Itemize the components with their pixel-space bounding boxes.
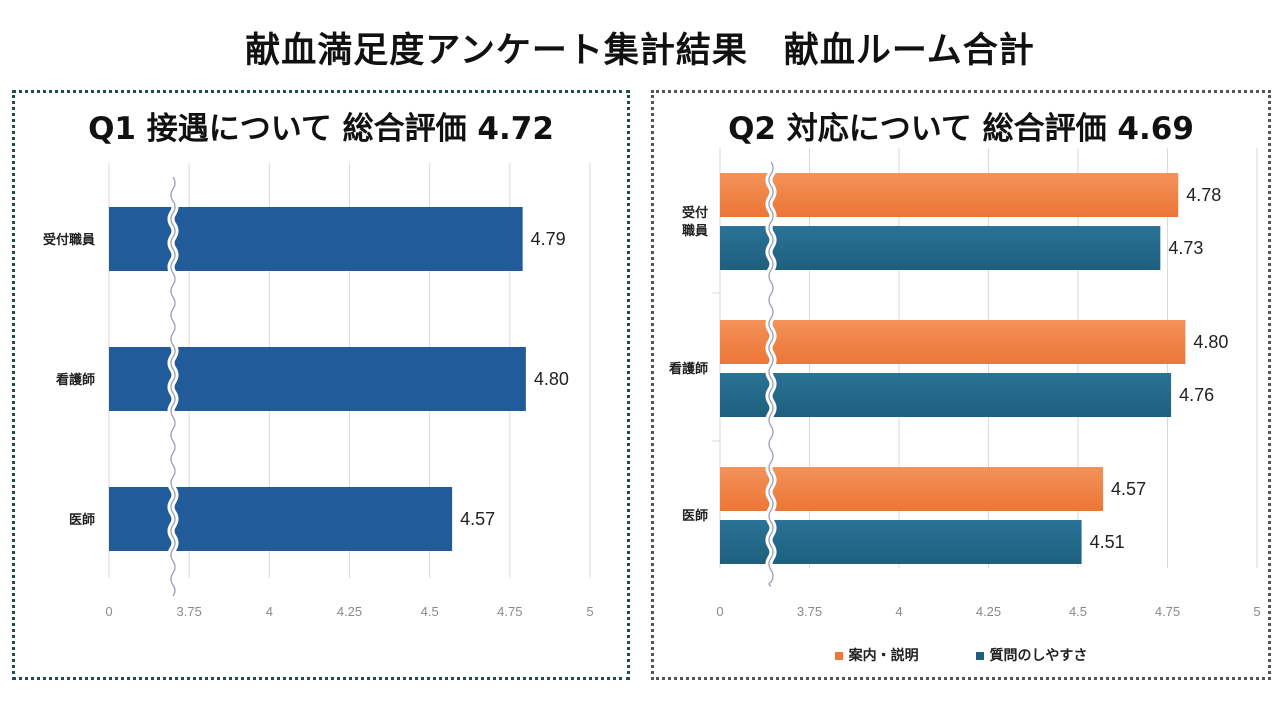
x-tick-label: 4 xyxy=(895,604,902,619)
bar-1-0 xyxy=(720,320,1186,364)
category-label: 受付職員 xyxy=(43,232,95,248)
category-label-line: 医師 xyxy=(69,512,95,528)
category-label-line: 看護師 xyxy=(669,361,708,377)
x-tick-label: 4.25 xyxy=(976,604,1001,619)
axis-break-line xyxy=(768,161,774,587)
value-label: 4.76 xyxy=(1179,385,1214,405)
category-label: 看護師 xyxy=(669,361,708,377)
q2-panel: Q2 対応について 総合評価 4.69 0 3.75 4 4.25 4.5 4.75 5 4.… xyxy=(651,90,1271,680)
category-label-line: 受付職員 xyxy=(43,232,95,248)
x-tick-label: 3.75 xyxy=(797,604,822,619)
x-tick-label: 4.75 xyxy=(1155,604,1180,619)
legend-swatch-teal xyxy=(975,652,984,660)
x-tick-label: 5 xyxy=(586,604,593,619)
value-label: 4.57 xyxy=(460,509,495,529)
x-tick-label: 5 xyxy=(1253,604,1260,619)
legend-label-guidance: 案内・説明 xyxy=(848,648,919,664)
value-label: 4.80 xyxy=(1193,332,1228,352)
value-label: 4.73 xyxy=(1168,238,1203,258)
x-tick-label: 4.5 xyxy=(421,604,439,619)
bar-0-0 xyxy=(720,173,1179,217)
value-label: 4.51 xyxy=(1090,532,1125,552)
bar-2-1 xyxy=(720,520,1082,564)
x-tick-label: 4.25 xyxy=(337,604,362,619)
category-label: 看護師 xyxy=(56,372,95,388)
bar-0-0 xyxy=(109,207,523,271)
x-tick-label: 0 xyxy=(105,604,112,619)
value-label: 4.80 xyxy=(534,369,569,389)
value-label: 4.78 xyxy=(1186,185,1221,205)
legend-swatch-orange xyxy=(834,652,843,660)
category-label-line: 看護師 xyxy=(56,372,95,388)
legend-label-questions: 質問のしやすさ xyxy=(989,648,1088,664)
category-label-line: 医師 xyxy=(682,508,708,524)
bar-2-0 xyxy=(720,467,1104,511)
category-label: 受付職員 xyxy=(682,205,708,239)
bar-2-0 xyxy=(109,487,453,551)
main-title: 献血満足度アンケート集計結果 献血ルーム合計 xyxy=(245,31,1035,71)
x-tick-label: 3.75 xyxy=(177,604,202,619)
x-tick-label: 0 xyxy=(716,604,723,619)
x-tick-label: 4.5 xyxy=(1069,604,1087,619)
x-tick-label: 4.75 xyxy=(497,604,522,619)
bar-0-1 xyxy=(720,226,1161,270)
q1-chart-title: Q1 接遇について 総合評価 4.72 xyxy=(88,111,554,147)
legend-item-questions: 質問のしやすさ xyxy=(975,645,1088,665)
category-label: 医師 xyxy=(69,512,95,528)
value-label: 4.57 xyxy=(1111,479,1146,499)
axis-break-line xyxy=(170,176,176,597)
q2-legend: 案内・説明 質問のしやすさ xyxy=(654,645,1268,665)
category-label-line: 職員 xyxy=(682,223,708,239)
legend-item-guidance: 案内・説明 xyxy=(834,645,919,665)
q1-panel: Q1 接遇について 総合評価 4.72 0 3.75 4 4.25 4.5 4.75 5 4.… xyxy=(12,90,630,680)
category-label: 医師 xyxy=(682,508,708,524)
value-label: 4.79 xyxy=(531,229,566,249)
q2-chart: 0 3.75 4 4.25 4.5 4.75 5 4.78 4.80 4.57 4.73 4.76 4.… xyxy=(669,148,1261,619)
bar-1-1 xyxy=(720,373,1172,417)
x-tick-label: 4 xyxy=(266,604,273,619)
q2-chart-title: Q2 対応について 総合評価 4.69 xyxy=(728,111,1194,147)
category-label-line: 受付 xyxy=(682,205,708,221)
